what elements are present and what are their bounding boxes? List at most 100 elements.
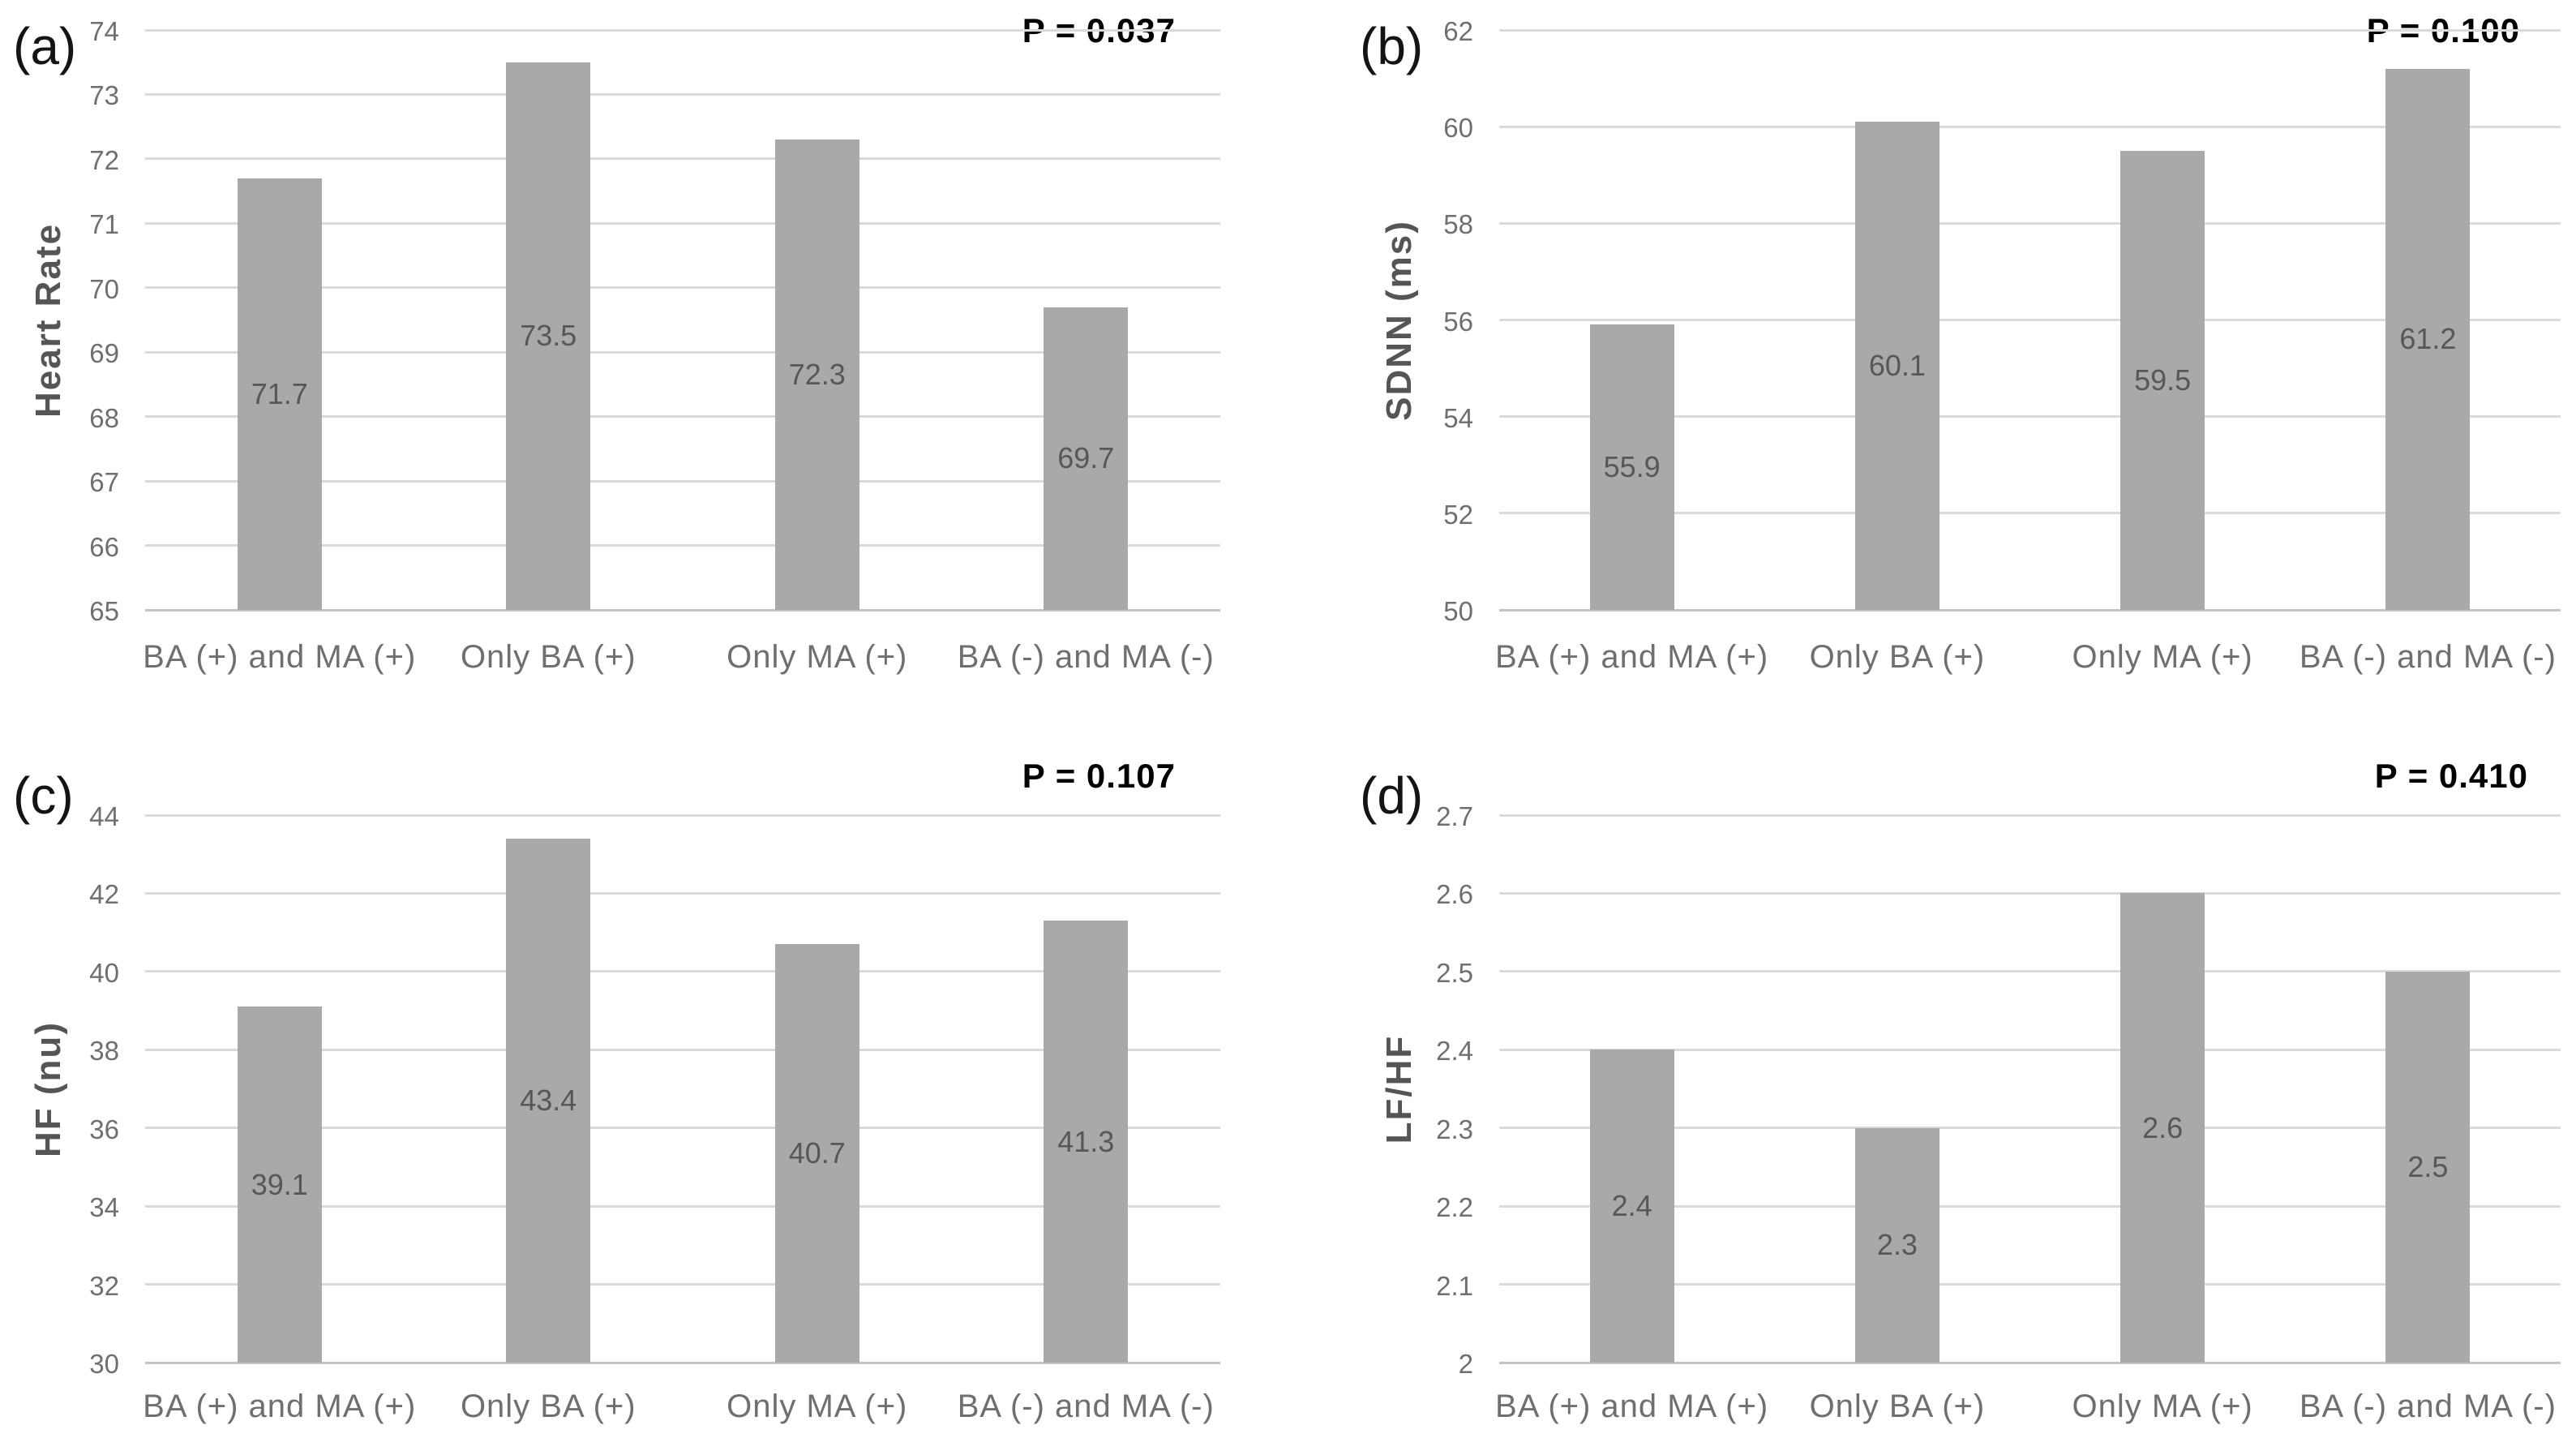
gridline	[145, 350, 1220, 354]
gridline	[1499, 1048, 2561, 1051]
bar-value-label: 60.1	[1868, 349, 1926, 383]
gridline	[1499, 28, 2561, 32]
bar	[1044, 921, 1129, 1363]
x-category-label: Only MA (+)	[727, 1389, 908, 1424]
gridline	[145, 1048, 1220, 1051]
gridline	[1499, 319, 2561, 321]
bar	[2120, 150, 2205, 610]
gridline	[1499, 970, 2561, 973]
x-category-label: Only MA (+)	[2072, 1389, 2253, 1424]
bar	[2385, 971, 2471, 1363]
y-tick-label: 2.1	[1436, 1270, 1473, 1301]
gridline	[145, 221, 1220, 225]
bar	[774, 140, 859, 610]
bar	[1854, 1127, 1940, 1363]
y-tick-label: 69	[89, 338, 119, 369]
bar	[2385, 68, 2471, 610]
x-category-label: Only BA (+)	[460, 639, 636, 675]
y-tick-label: 67	[89, 467, 119, 498]
p-value-label: P = 0.107	[1022, 757, 1176, 795]
bar	[1589, 324, 1674, 610]
bar	[1044, 307, 1129, 610]
gridline	[145, 970, 1220, 973]
bar	[237, 178, 322, 610]
plot-area: 2.4 2.3 2.6 2.5	[1499, 813, 2561, 1364]
gridline	[145, 286, 1220, 290]
x-category-label: BA (-) and MA (-)	[957, 1389, 1215, 1424]
y-tick-label: 2.5	[1436, 957, 1473, 988]
y-tick-label: 73	[89, 80, 119, 111]
x-category-label: BA (-) and MA (-)	[2299, 1389, 2557, 1424]
gridline	[1499, 1127, 2561, 1130]
bar	[1854, 122, 1940, 610]
y-tick-label: 50	[1443, 596, 1473, 626]
plot-area: 55.9 60.1 59.5 61.2	[1499, 28, 2561, 612]
p-value-label: P = 0.410	[2374, 757, 2528, 795]
y-tick-label: 56	[1443, 306, 1473, 337]
x-category-label: Only BA (+)	[1809, 1389, 1986, 1424]
bar	[2120, 893, 2205, 1363]
x-category-label: BA (+) and MA (+)	[143, 1389, 417, 1424]
panel-letter: (c)	[13, 766, 74, 825]
gridline	[145, 1283, 1220, 1286]
y-tick-label: 72	[89, 144, 119, 175]
gridline	[145, 813, 1220, 817]
y-tick-label: 2.2	[1436, 1192, 1473, 1223]
y-tick-label: 74	[89, 16, 119, 46]
bar-value-label: 71.7	[251, 376, 308, 410]
bar-value-label: 69.7	[1057, 441, 1115, 475]
y-tick-label: 34	[89, 1192, 119, 1223]
gridline	[145, 92, 1220, 96]
bar-value-label: 2.6	[2142, 1110, 2184, 1144]
bar-value-label: 72.3	[788, 358, 846, 392]
axis-baseline	[1499, 608, 2561, 612]
y-tick-label: 65	[89, 596, 119, 626]
y-tick-label: 30	[89, 1349, 119, 1379]
bar	[506, 838, 591, 1363]
y-tick-label: 32	[89, 1270, 119, 1301]
y-tick-label: 52	[1443, 499, 1473, 530]
x-category-label: BA (-) and MA (-)	[2299, 639, 2557, 675]
bar-value-label: 2.4	[1611, 1189, 1652, 1223]
axis-baseline	[1499, 1361, 2561, 1364]
axis-baseline	[145, 1361, 1220, 1364]
x-category-label: Only MA (+)	[2072, 639, 2253, 675]
x-category-label: BA (+) and MA (+)	[1495, 639, 1769, 675]
gridline	[1499, 125, 2561, 128]
y-tick-label: 38	[89, 1036, 119, 1067]
x-category-label: Only BA (+)	[1809, 639, 1986, 675]
y-tick-label: 68	[89, 402, 119, 433]
x-category-label: BA (+) and MA (+)	[1495, 1389, 1769, 1424]
plot-area: 71.7 73.5 72.3 69.7	[145, 28, 1220, 612]
y-tick-label: 62	[1443, 16, 1473, 46]
y-tick-label: 60	[1443, 113, 1473, 144]
x-category-label: BA (-) and MA (-)	[957, 639, 1215, 675]
y-tick-label: 44	[89, 801, 119, 831]
y-tick-label: 40	[89, 957, 119, 988]
y-tick-label: 2.4	[1436, 1036, 1473, 1067]
gridline	[1499, 415, 2561, 419]
gridline	[1499, 813, 2561, 817]
gridline	[145, 415, 1220, 419]
gridline	[1499, 221, 2561, 225]
y-tick-label: 2.3	[1436, 1114, 1473, 1144]
gridline	[145, 479, 1220, 483]
gridline	[1499, 512, 2561, 515]
bar-value-label: 41.3	[1057, 1124, 1115, 1158]
bar	[1589, 1050, 1674, 1363]
y-tick-label: 2.6	[1436, 879, 1473, 910]
gridline	[145, 157, 1220, 161]
bar-value-label: 2.5	[2407, 1149, 2449, 1183]
panel-letter: (d)	[1360, 766, 1424, 825]
x-category-label: Only MA (+)	[727, 639, 908, 675]
bar-value-label: 2.3	[1876, 1228, 1918, 1262]
y-tick-label: 42	[89, 879, 119, 910]
y-tick-label: 2	[1458, 1349, 1473, 1379]
bar	[774, 944, 859, 1363]
bar-value-label: 55.9	[1603, 450, 1661, 484]
bar-value-label: 61.2	[2399, 322, 2457, 356]
